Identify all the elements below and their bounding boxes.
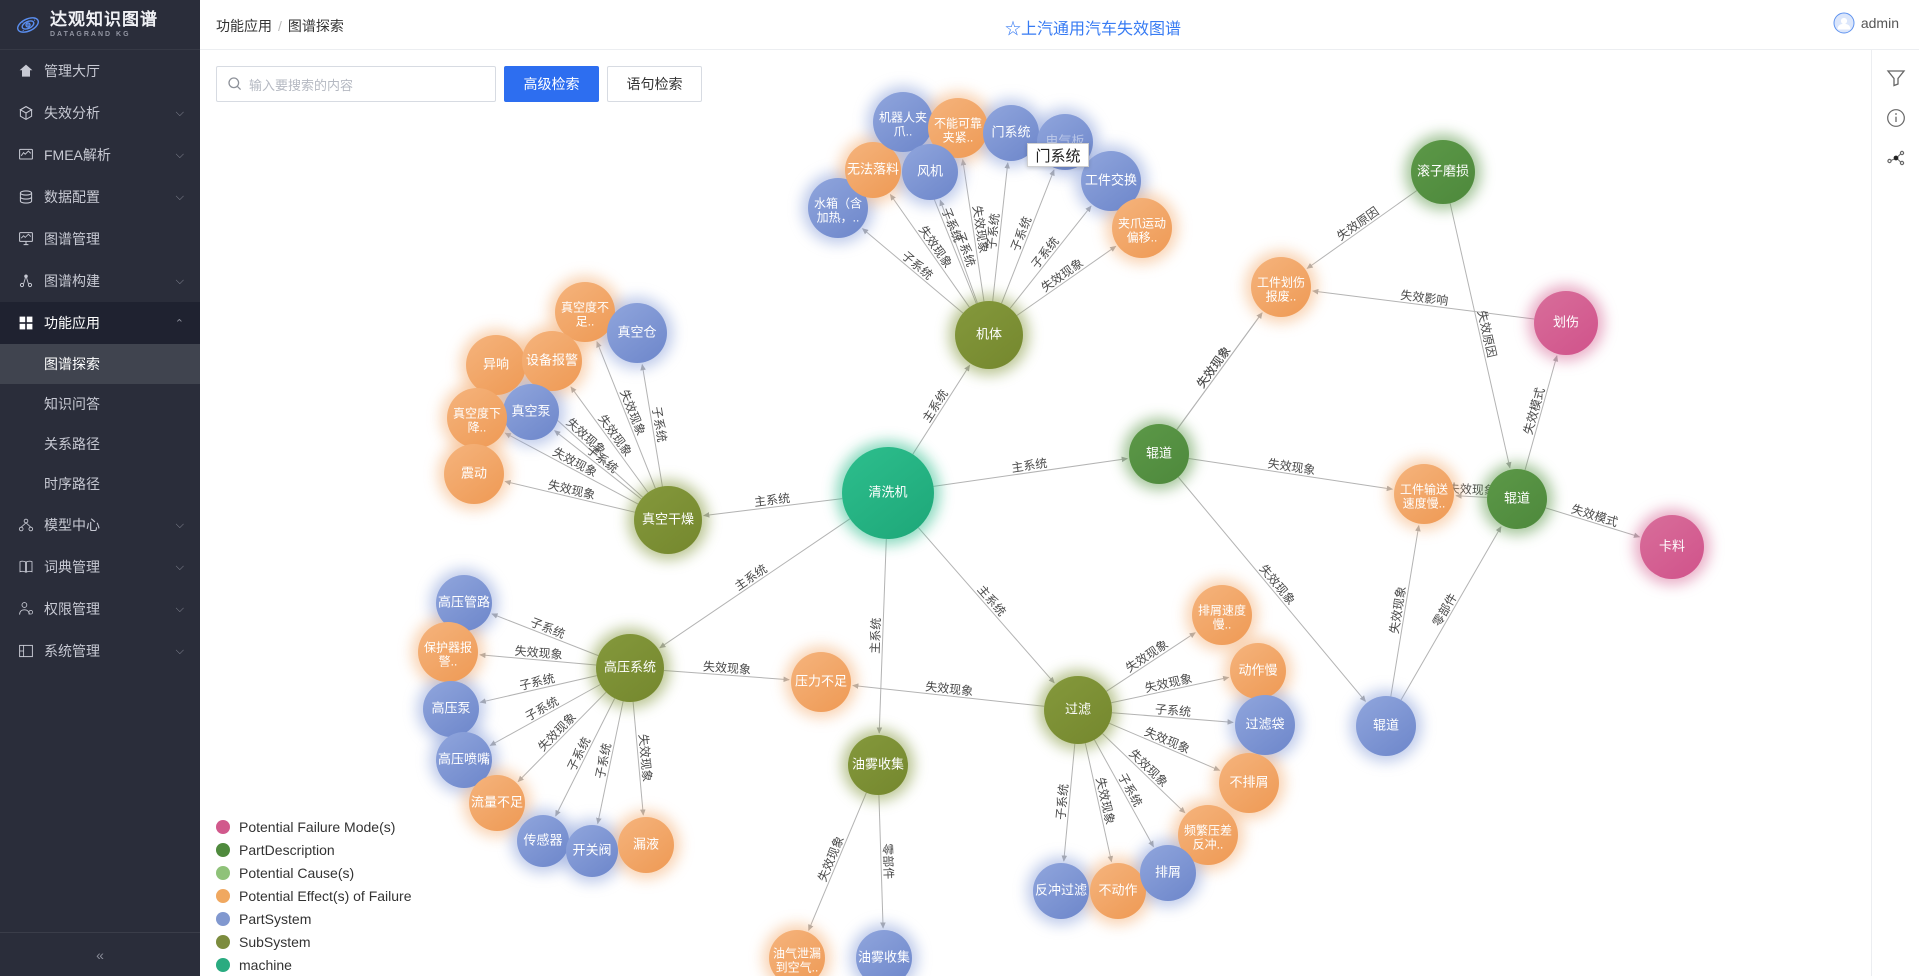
svg-text:失效现象: 失效现象 — [547, 477, 597, 503]
svg-text:设备报警: 设备报警 — [526, 352, 578, 367]
svg-text:反冲过滤: 反冲过滤 — [1035, 882, 1087, 897]
svg-text:反冲..: 反冲.. — [1193, 837, 1224, 852]
svg-text:高压管路: 高压管路 — [438, 594, 490, 609]
svg-text:工件交换: 工件交换 — [1085, 172, 1137, 187]
svg-text:失效现象: 失效现象 — [1143, 670, 1193, 695]
svg-text:零部件: 零部件 — [1429, 590, 1460, 629]
svg-text:传感器: 传感器 — [523, 832, 562, 847]
svg-text:慢..: 慢.. — [1213, 618, 1232, 632]
svg-text:失效现象: 失效现象 — [1122, 636, 1170, 675]
svg-text:报废..: 报废.. — [1266, 289, 1297, 304]
svg-text:偏移..: 偏移.. — [1127, 230, 1158, 245]
svg-text:失效现象: 失效现象 — [814, 834, 846, 884]
svg-text:失效模式: 失效模式 — [1520, 386, 1547, 436]
svg-text:到空气..: 到空气.. — [776, 960, 819, 975]
svg-text:主系统: 主系统 — [868, 617, 883, 654]
svg-text:工件划伤: 工件划伤 — [1257, 276, 1305, 290]
svg-text:失效现象: 失效现象 — [514, 643, 563, 662]
svg-text:爪..: 爪.. — [894, 125, 913, 139]
svg-text:子系统: 子系统 — [528, 615, 567, 641]
svg-text:辊道: 辊道 — [1504, 490, 1530, 505]
svg-text:失效现象: 失效现象 — [1142, 724, 1192, 757]
svg-text:子系统: 子系统 — [1008, 215, 1034, 254]
svg-text:门系统: 门系统 — [991, 124, 1030, 139]
svg-text:失效现象: 失效现象 — [925, 678, 974, 698]
svg-text:加热，..: 加热，.. — [817, 211, 860, 225]
svg-text:开关阀: 开关阀 — [572, 842, 611, 857]
svg-text:失效原因: 失效原因 — [1334, 203, 1382, 243]
svg-text:失效现象: 失效现象 — [636, 733, 655, 782]
svg-text:子系统: 子系统 — [1028, 234, 1061, 271]
svg-text:油雾收集: 油雾收集 — [852, 756, 904, 771]
svg-text:失效模式: 失效模式 — [1570, 501, 1620, 530]
svg-text:过滤: 过滤 — [1065, 701, 1091, 716]
svg-text:失效现象: 失效现象 — [1093, 776, 1118, 826]
svg-text:机器人夹: 机器人夹 — [879, 111, 927, 125]
svg-text:子系统: 子系统 — [984, 213, 1002, 250]
svg-text:夹紧..: 夹紧.. — [943, 131, 974, 145]
svg-text:压力不足: 压力不足 — [795, 673, 847, 688]
svg-text:排屑速度: 排屑速度 — [1198, 603, 1246, 618]
svg-text:失效现象: 失效现象 — [1257, 561, 1299, 607]
svg-text:卡料: 卡料 — [1659, 538, 1685, 553]
svg-text:主系统: 主系统 — [1011, 456, 1049, 475]
svg-text:震动: 震动 — [461, 465, 487, 480]
svg-text:异响: 异响 — [483, 356, 509, 371]
svg-text:辊道: 辊道 — [1373, 717, 1399, 732]
svg-text:高压泵: 高压泵 — [431, 700, 470, 715]
svg-text:失效现象: 失效现象 — [1193, 343, 1233, 391]
svg-text:高压喷嘴: 高压喷嘴 — [438, 751, 490, 766]
svg-text:滚子磨损: 滚子磨损 — [1417, 163, 1469, 178]
svg-text:水箱（含: 水箱（含 — [814, 196, 862, 211]
svg-text:警..: 警.. — [439, 654, 458, 669]
svg-text:过滤袋: 过滤袋 — [1245, 716, 1284, 731]
svg-text:失效影响: 失效影响 — [1400, 287, 1450, 308]
svg-text:子系统: 子系统 — [649, 405, 669, 443]
svg-text:动作慢: 动作慢 — [1238, 662, 1277, 677]
svg-text:足..: 足.. — [576, 315, 595, 329]
svg-text:不动作: 不动作 — [1098, 882, 1137, 897]
svg-text:保护器报: 保护器报 — [424, 640, 472, 655]
svg-text:不能可靠: 不能可靠 — [934, 117, 982, 131]
svg-text:夹爪运动: 夹爪运动 — [1118, 217, 1166, 231]
svg-text:子系统: 子系统 — [1155, 702, 1192, 719]
svg-text:真空干燥: 真空干燥 — [642, 511, 694, 526]
svg-text:划伤: 划伤 — [1553, 314, 1579, 329]
svg-text:清洗机: 清洗机 — [868, 484, 907, 499]
svg-text:子系统: 子系统 — [565, 735, 594, 773]
svg-text:高压系统: 高压系统 — [604, 659, 656, 674]
svg-text:真空度不: 真空度不 — [561, 300, 609, 315]
svg-text:频繁压差: 频繁压差 — [1184, 823, 1232, 838]
svg-text:不排屑: 不排屑 — [1229, 774, 1268, 789]
svg-text:流量不足: 流量不足 — [471, 794, 523, 809]
svg-text:漏液: 漏液 — [633, 836, 659, 851]
svg-text:速度慢..: 速度慢.. — [1403, 496, 1446, 511]
svg-text:真空仓: 真空仓 — [617, 324, 656, 339]
svg-text:无法落料: 无法落料 — [847, 161, 899, 176]
svg-text:工件输送: 工件输送 — [1400, 482, 1448, 497]
svg-text:失效现象: 失效现象 — [617, 387, 649, 437]
svg-text:降..: 降.. — [468, 421, 487, 435]
svg-text:零部件: 零部件 — [880, 843, 896, 879]
svg-text:子系统: 子系统 — [899, 249, 936, 283]
svg-text:真空度下: 真空度下 — [453, 406, 501, 421]
svg-text:排屑: 排屑 — [1155, 864, 1181, 879]
svg-text:主系统: 主系统 — [753, 491, 790, 509]
svg-text:子系统: 子系统 — [523, 694, 561, 724]
svg-text:子系统: 子系统 — [1115, 771, 1145, 809]
svg-text:失效原因: 失效原因 — [1475, 309, 1500, 359]
svg-text:油气泄漏: 油气泄漏 — [773, 946, 821, 961]
svg-text:机体: 机体 — [976, 326, 1002, 341]
svg-text:风机: 风机 — [917, 163, 943, 178]
svg-text:油雾收集: 油雾收集 — [858, 949, 910, 964]
svg-text:真空泵: 真空泵 — [511, 403, 550, 418]
svg-text:辊道: 辊道 — [1146, 445, 1172, 460]
svg-text:主系统: 主系统 — [974, 583, 1008, 619]
